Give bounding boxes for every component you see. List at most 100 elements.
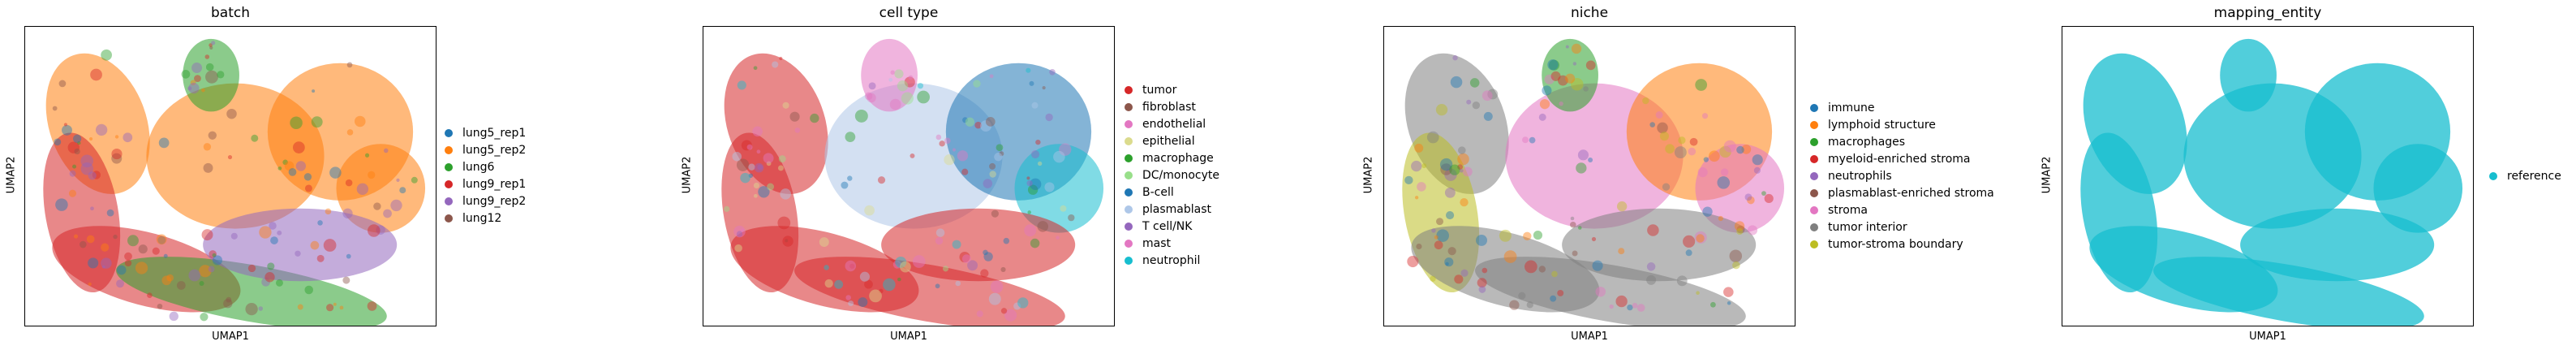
scatter-point — [1469, 78, 1480, 88]
scatter-point — [1478, 286, 1486, 293]
scatter-point — [364, 153, 370, 158]
scatter-point — [752, 126, 763, 137]
scatter-point — [80, 162, 94, 175]
scatter-point — [259, 226, 272, 239]
scatter-point — [1719, 145, 1731, 158]
scatter-point — [223, 299, 233, 309]
scatter-point — [952, 240, 961, 249]
scatter-point — [138, 244, 148, 254]
scatter-point — [1718, 215, 1723, 222]
scatter-point — [847, 175, 853, 181]
scatter-point — [989, 74, 994, 79]
scatter-point — [1659, 132, 1670, 141]
scatter-point — [935, 283, 940, 289]
scatter-point — [1407, 255, 1419, 268]
scatter-point — [944, 137, 951, 145]
scatter-point — [1037, 161, 1043, 166]
scatter-point — [204, 54, 210, 59]
scatter-point — [859, 271, 870, 282]
scatter-point — [209, 45, 213, 50]
scatter-point — [1538, 266, 1546, 273]
scatter-point — [980, 269, 989, 278]
legend-marker — [445, 179, 453, 188]
scatter-point — [267, 262, 275, 270]
scatter-point — [194, 75, 201, 83]
scatter-point — [1444, 168, 1457, 181]
scatter-point — [1450, 76, 1463, 89]
scatter-point — [113, 234, 118, 240]
scatter-point — [124, 252, 132, 261]
point-cloud-tumor — [794, 257, 1065, 326]
legend-item: epithelial — [1125, 132, 1219, 149]
scatter-point — [1646, 262, 1656, 271]
scatter-point — [766, 161, 772, 166]
panel-cell-type: cell type UMAP2 UMAP1 tumor fibroblast end… — [673, 0, 1339, 350]
scatter-point — [740, 172, 750, 184]
legend-item: lung6 — [445, 158, 526, 175]
scatter-point — [209, 43, 213, 47]
y-axis-label: UMAP2 — [5, 156, 18, 194]
scatter-point — [1426, 131, 1439, 144]
scatter-point — [1583, 86, 1589, 92]
legend-label: stroma — [1828, 203, 1869, 217]
scatter-point — [824, 265, 829, 270]
scatter-point — [736, 231, 743, 237]
x-axis-label: UMAP1 — [890, 331, 927, 343]
scatter-point — [952, 148, 956, 152]
scatter-point — [1466, 99, 1472, 105]
scatter-point — [1747, 225, 1758, 235]
legend-marker — [445, 197, 453, 205]
legend-marker — [1810, 103, 1818, 112]
scatter-point — [1053, 150, 1065, 163]
legend-label: lung5_rep2 — [462, 143, 527, 157]
scatter-point — [990, 280, 1004, 293]
scatter-point — [772, 61, 779, 68]
legend-item: myeloid-enriched stroma — [1810, 150, 1994, 167]
scatter-point — [191, 63, 203, 73]
scatter-point — [1647, 224, 1659, 236]
scatter-point — [116, 265, 127, 275]
scatter-point — [734, 244, 742, 253]
scatter-point — [201, 229, 213, 241]
scatter-point — [282, 159, 288, 166]
scatter-point — [1026, 176, 1030, 180]
scatter-point — [292, 141, 305, 153]
scatter-point — [295, 250, 301, 257]
scatter-point — [261, 277, 271, 287]
scatter-canvas — [1402, 38, 1785, 326]
scatter-point — [1444, 187, 1456, 198]
scatter-point — [187, 86, 192, 91]
panel-title: mapping_entity — [2213, 5, 2322, 21]
scatter-point — [199, 280, 204, 286]
scatter-point — [111, 148, 123, 160]
plot-area — [703, 26, 1115, 326]
scatter-point — [356, 183, 369, 195]
legend-label: lymphoid structure — [1828, 118, 1936, 132]
scatter-point — [1529, 136, 1536, 144]
scatter-point — [1588, 158, 1593, 162]
point-cloud-reference — [2373, 144, 2463, 233]
scatter-point — [367, 301, 377, 311]
scatter-point — [63, 123, 67, 127]
scatter-point — [879, 288, 884, 294]
scatter-point — [1445, 210, 1455, 220]
legend-label: B-cell — [1142, 185, 1174, 199]
panel-title: cell type — [879, 5, 939, 21]
scatter-point — [1723, 287, 1734, 297]
scatter-point — [1031, 149, 1040, 159]
scatter-point — [753, 66, 758, 71]
legend-marker — [1125, 102, 1133, 111]
scatter-point — [368, 224, 381, 237]
scatter-point — [226, 108, 237, 119]
scatter-point — [1000, 308, 1008, 314]
scatter-point — [190, 80, 196, 86]
scatter-point — [208, 131, 217, 140]
panel-mapping-entity: mapping_entity UMAP2 UMAP1 reference — [2028, 0, 2576, 350]
scatter-point — [1683, 235, 1696, 248]
scatter-point — [1044, 182, 1055, 192]
scatter-point — [68, 189, 77, 197]
scatter-point — [1059, 143, 1072, 156]
scatter-point — [780, 188, 791, 200]
scatter-point — [779, 56, 783, 61]
scatter-point — [748, 163, 755, 171]
